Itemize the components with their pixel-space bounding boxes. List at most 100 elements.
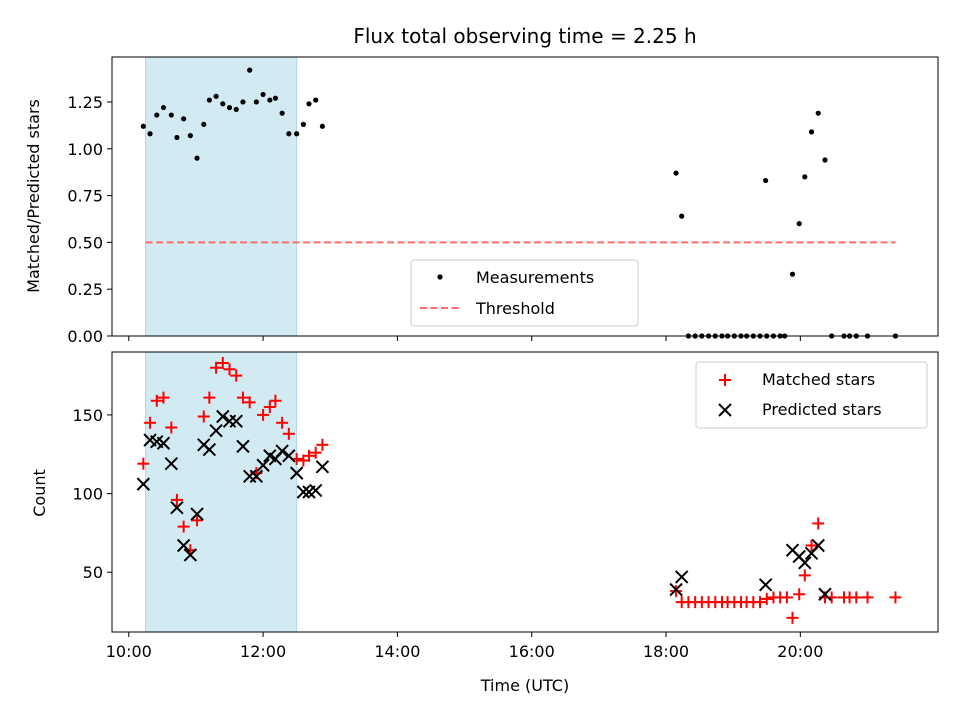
measurement-point [306,101,312,107]
legend-label-matched: Matched stars [762,370,875,389]
matched-star-point [177,520,190,533]
predicted-star-point [236,439,250,454]
predicted-star-point [216,409,230,424]
measurement-point [181,116,187,122]
y-tick-label: 50 [83,563,103,582]
legend-marker-measurements [437,274,443,280]
predicted-star-point [275,444,289,458]
measurement-point [233,106,239,113]
matched-star-point [243,396,256,409]
matched-star-point [786,611,799,624]
y-tick-label: 0.25 [67,280,103,299]
y-tick-label: 150 [72,406,103,425]
legend-marker-matched [719,374,731,386]
predicted-star-points [136,409,832,601]
y-tick-label: 0.50 [67,233,103,252]
measurement-point [267,97,273,103]
measurement-point [808,129,815,135]
y-axis-label-bottom: Count [30,469,49,517]
measurement-point [286,131,292,137]
measurement-point [194,155,200,161]
measurement-point [247,67,253,73]
predicted-star-point [674,570,689,584]
plot-frame-bottom [111,351,939,633]
predicted-star-point [811,538,825,553]
matched-star-point [269,394,282,407]
measurement-point [763,177,769,184]
measurement-point [815,110,821,116]
measurement-point [260,91,266,98]
x-tick-label: 12:00 [240,642,286,661]
measurement-point [679,213,685,219]
predicted-star-point [282,449,296,463]
matched-star-point [309,446,322,459]
matched-star-point [216,357,229,370]
measurement-point [160,104,167,111]
matched-star-point [798,569,811,582]
matched-star-point [203,391,216,404]
predicted-star-point [296,485,311,499]
matched-star-point [316,438,329,451]
x-tick-label: 14:00 [374,642,420,661]
matched-star-point [780,591,793,604]
matched-star-point [137,457,150,470]
matched-star-point [210,361,223,374]
predicted-star-point [209,423,223,438]
predicted-star-point [170,501,184,515]
legend-top: Measurements Threshold [410,259,639,327]
predicted-star-point [229,414,243,428]
matched-star-point [223,363,236,376]
predicted-star-point [202,442,217,457]
matched-star-point [236,391,249,404]
measurement-points [140,67,899,339]
x-axis-label: Time (UTC) [480,676,569,695]
x-tick-label: 18:00 [643,642,689,661]
measurement-point [673,170,679,176]
y-ticks-top: 0.00 0.25 0.50 0.75 1.00 1.25 [67,93,112,346]
legend-label-predicted: Predicted stars [762,400,882,419]
measurement-point [272,95,279,101]
measurement-point [147,131,153,137]
measurement-point [789,271,796,277]
matched-star-point [754,596,767,609]
matched-star-points [137,357,902,624]
y-tick-label: 0.75 [67,187,103,206]
measurement-point [253,99,259,105]
predicted-star-point [669,582,683,597]
plot-frame-top [111,56,939,337]
legend-label-threshold: Threshold [475,299,555,318]
measurement-point [187,133,193,139]
measurement-point [240,99,246,105]
matched-star-point [230,369,243,382]
measurement-point [319,123,326,129]
predicted-star-point [758,578,773,592]
predicted-star-point [289,466,304,480]
x-tick-label: 16:00 [509,642,555,661]
measurement-point [300,121,306,128]
y-tick-label: 1.25 [67,93,103,112]
measurement-point [294,131,300,137]
matched-star-point [263,401,276,414]
predicted-star-point [308,483,323,498]
measurement-point [168,112,174,118]
predicted-star-point [156,436,171,450]
y-tick-label: 100 [72,485,103,504]
predicted-star-point [164,456,179,471]
predicted-star-point [315,460,330,474]
y-ticks-bottom: 50 100 150 [72,406,112,582]
matched-star-point [150,394,163,407]
x-tick-label: 10:00 [106,642,152,661]
measurement-point [154,112,160,118]
predicted-star-point [176,538,191,553]
x-tick-label: 20:00 [777,642,823,661]
matched-star-point [850,591,863,604]
predicted-star-point [798,556,812,570]
x-ticks-bottom: 10:00 12:00 14:00 16:00 18:00 20:00 [106,632,823,661]
matched-star-point [889,591,902,604]
measurement-point [206,97,212,103]
measurement-point [174,134,180,141]
matched-star-point [302,449,315,462]
measurement-point [140,123,146,129]
